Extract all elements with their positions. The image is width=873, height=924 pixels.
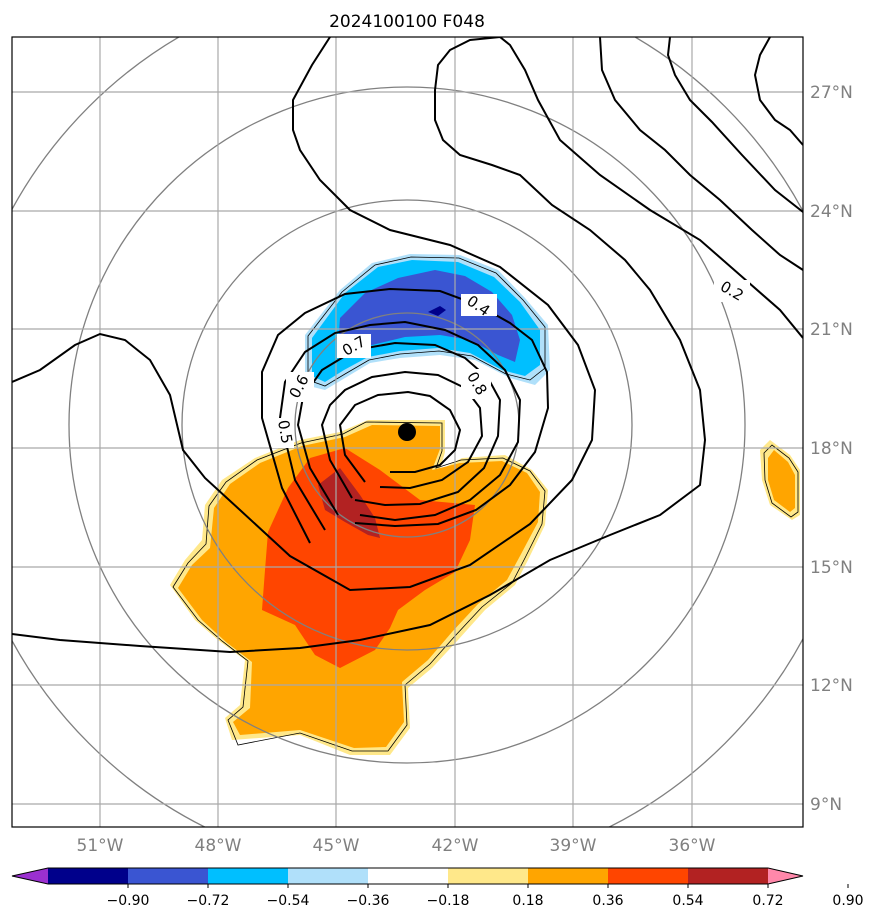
lat-tick-21n: 21°N xyxy=(810,320,853,340)
colorbar-segment xyxy=(48,868,129,884)
lat-tick-27n: 27°N xyxy=(810,83,853,103)
contour-0.8 xyxy=(320,370,484,499)
colorbar-segment xyxy=(208,868,289,884)
fill-navy xyxy=(428,306,446,316)
contour-0.2 xyxy=(599,37,803,271)
colorbar-extend-low xyxy=(12,868,48,884)
range-ring-3 xyxy=(68,86,746,764)
lat-tick-18n: 18°N xyxy=(810,439,853,459)
colorbar-segment xyxy=(688,868,769,884)
lon-tick-39w: 39°W xyxy=(550,836,597,856)
storm-center-marker xyxy=(398,423,416,441)
colorbar-ticks: −0.90 −0.72 −0.54 −0.36 −0.18 0.18 0.36 0.54 0.7… xyxy=(107,884,864,909)
contour-0.6 xyxy=(278,320,522,531)
lat-tick-15n: 15°N xyxy=(810,558,853,578)
latitude-tick-labels: 27°N 24°N 21°N 18°N 15°N 12°N 9°N xyxy=(810,83,853,815)
colorbar-tick-label: 0.72 xyxy=(752,893,783,909)
lat-tick-9n: 9°N xyxy=(810,795,842,815)
colorbar-tick-label: 0.36 xyxy=(592,893,623,909)
colorbar-segment xyxy=(448,868,529,884)
lon-tick-42w: 42°W xyxy=(432,836,479,856)
contour-0.8-inner xyxy=(338,390,462,483)
colorbar-tick-label: −0.90 xyxy=(107,893,150,909)
colorbar-extend-high xyxy=(768,868,803,884)
colorbar-segment xyxy=(368,868,449,884)
colorbar: −0.90 −0.72 −0.54 −0.36 −0.18 0.18 0.36 0.54 0.7… xyxy=(11,867,864,909)
contour-ne-2 xyxy=(753,37,803,146)
range-ring-2 xyxy=(181,199,633,651)
fill-orange-east xyxy=(768,450,795,512)
contour-outer-1 xyxy=(12,37,597,592)
graticule xyxy=(12,37,803,827)
map-panel: 0.2 0.4 0.5 0.6 0.7 0.8 xyxy=(12,37,803,827)
colorbar-outline xyxy=(11,867,804,885)
lon-tick-48w: 48°W xyxy=(195,836,242,856)
colorbar-tick-label: 0.18 xyxy=(512,893,543,909)
lat-tick-24n: 24°N xyxy=(810,202,853,222)
fill-royal-blue xyxy=(338,270,520,362)
colorbar-segment xyxy=(608,868,689,884)
positive-anomaly-fill xyxy=(170,420,800,755)
colorbar-segment xyxy=(128,868,209,884)
lon-tick-45w: 45°W xyxy=(313,836,360,856)
colorbar-segment xyxy=(528,868,609,884)
colorbar-segment xyxy=(288,868,369,884)
contour-label-group: 0.2 0.4 0.5 0.6 0.7 0.8 xyxy=(272,277,750,448)
range-rings xyxy=(12,37,803,827)
contour-ne-1 xyxy=(666,37,803,213)
colorbar-tick-label: −0.18 xyxy=(427,893,470,909)
map-title: 2024100100 F048 xyxy=(329,12,485,32)
fill-dark-red xyxy=(318,468,380,538)
lon-tick-51w: 51°W xyxy=(77,836,124,856)
map-frame xyxy=(11,36,804,828)
contour-lines xyxy=(12,37,803,654)
contour-outer-2 xyxy=(12,37,803,654)
contour-label-0.5: 0.5 xyxy=(274,419,296,446)
longitude-tick-labels: 51°W 48°W 45°W 42°W 39°W 36°W xyxy=(77,836,716,856)
colorbar-tick-label: 0.54 xyxy=(672,893,703,909)
contour-0.7 xyxy=(296,341,502,516)
lon-tick-36w: 36°W xyxy=(669,836,716,856)
lat-tick-12n: 12°N xyxy=(810,676,853,696)
colorbar-tick-label: −0.72 xyxy=(187,893,230,909)
colorbar-tick-label: −0.36 xyxy=(347,893,390,909)
colorbar-segments xyxy=(12,868,803,884)
colorbar-tick-label: −0.54 xyxy=(267,893,310,909)
colorbar-tick-label: 0.90 xyxy=(832,893,863,909)
fill-outline xyxy=(172,256,799,752)
